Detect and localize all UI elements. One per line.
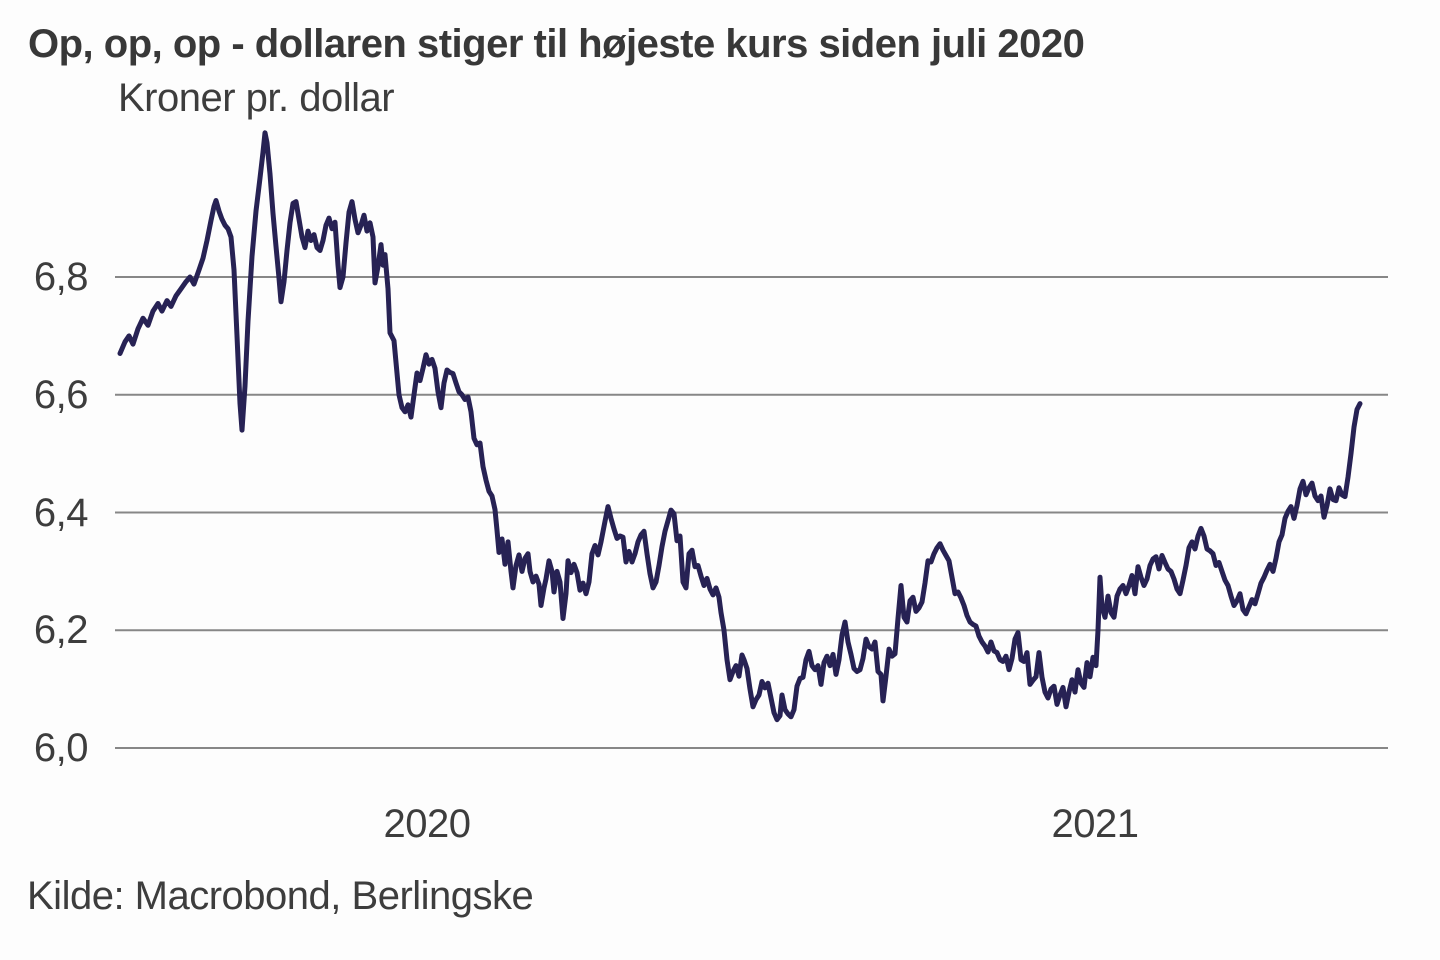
x-tick-label-2021: 2021 xyxy=(1051,802,1139,846)
x-tick-label-2020: 2020 xyxy=(383,802,471,846)
y-tick-label-6-4: 6,4 xyxy=(33,491,89,535)
usd-dkk-line xyxy=(117,130,1363,723)
source-note: Kilde: Macrobond, Berlingske xyxy=(27,874,534,918)
y-tick-label-6-0: 6,0 xyxy=(33,726,89,770)
y-axis-title: Kroner pr. dollar xyxy=(118,76,395,120)
y-tick-label-6-6: 6,6 xyxy=(33,373,89,417)
y-tick-label-6-2: 6,2 xyxy=(33,608,89,652)
y-tick-label-6-8: 6,8 xyxy=(33,255,89,299)
chart-title: Op, op, op - dollaren stiger til højeste… xyxy=(28,22,1085,66)
